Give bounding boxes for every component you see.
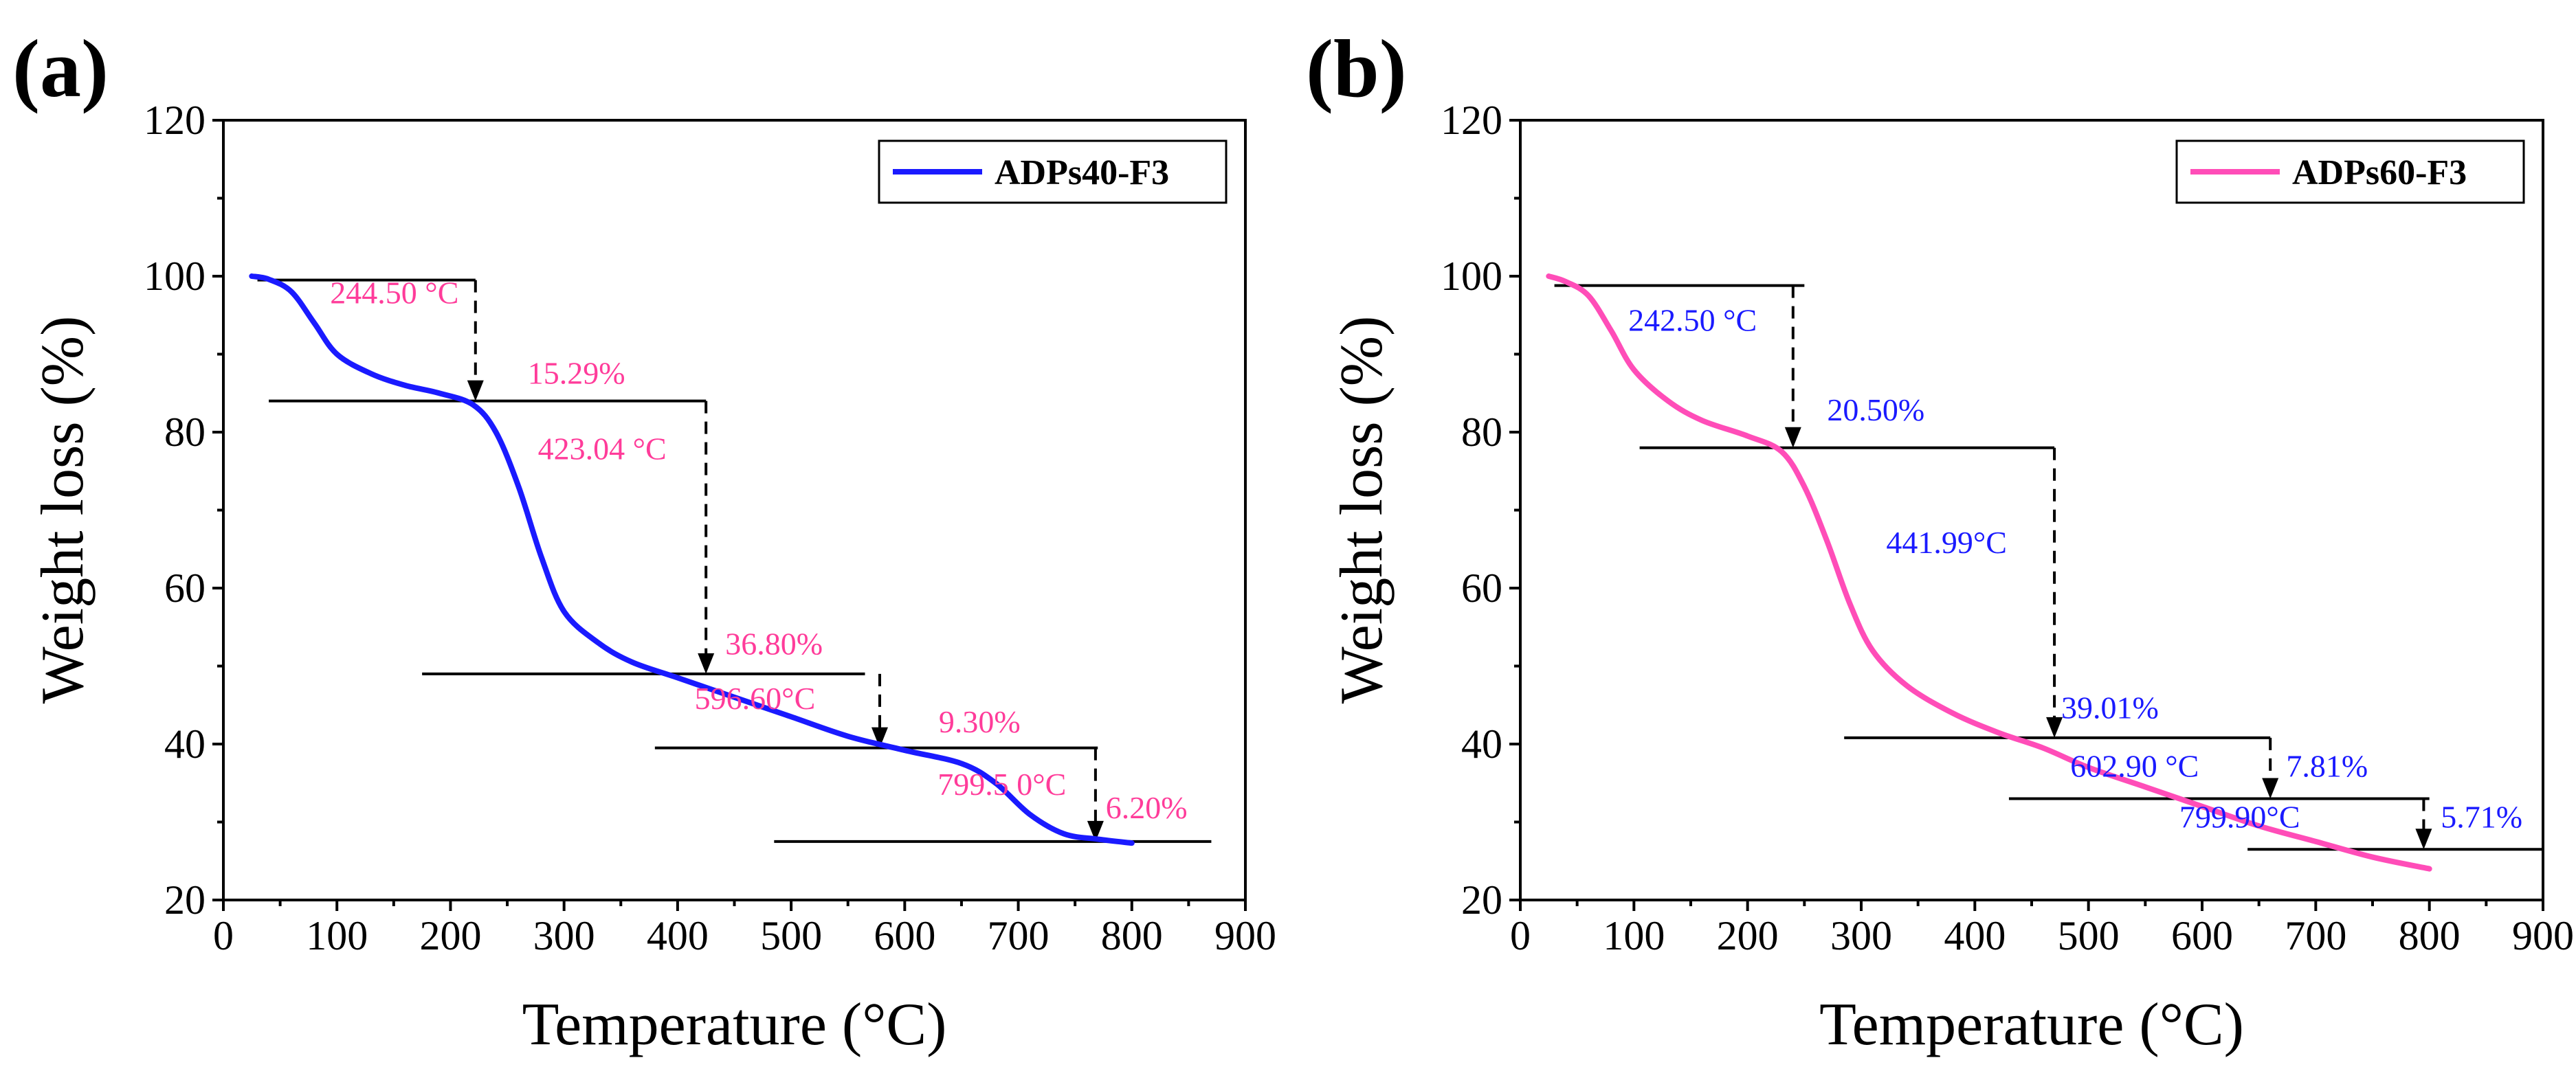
plot-frame: [1519, 119, 2544, 901]
x-tick-label: 100: [1603, 913, 1665, 958]
annotation-label: 242.50 °C: [1628, 302, 1757, 337]
annotation-label: 39.01%: [2061, 690, 2159, 725]
y-tick-label: 100: [144, 254, 206, 299]
x-tick-label: 200: [419, 913, 481, 958]
x-tick-label: 900: [1214, 913, 1276, 958]
annotation-label: 799.5 0°C: [937, 767, 1066, 802]
legend-label: ADPs60-F3: [2292, 153, 2467, 192]
x-tick-label: 600: [874, 913, 935, 958]
chart-panel-b: (b) 0 100 200 300 400 500 600 700 800 900 20 40 60 80 1…: [1306, 23, 2574, 1058]
y-axis-title: Weight loss (%): [1329, 316, 1395, 704]
annotation-label: 5.71%: [2441, 799, 2522, 834]
annotation-label: 596.60°C: [695, 681, 816, 716]
chart-panel-a: (a) 0 100 200 300 400 500 600 700 800 900 20 40 60 80 1…: [12, 23, 1276, 1058]
arrow-down-icon: [1087, 820, 1104, 842]
annotation-label: 799.90°C: [2179, 799, 2300, 834]
y-tick-label: 120: [1441, 98, 1502, 143]
x-tick-label: 600: [2171, 913, 2233, 958]
y-tick-label: 120: [144, 98, 206, 143]
annotation-label: 423.04 °C: [538, 431, 667, 466]
arrow-down-icon: [2046, 717, 2063, 738]
x-axis-title: Temperature (°C): [522, 991, 947, 1058]
annotation-label: 36.80%: [725, 626, 823, 661]
y-tick-label: 60: [1461, 565, 1502, 611]
y-tick-label: 60: [164, 565, 206, 611]
x-tick-label: 300: [533, 913, 595, 958]
y-tick-label: 80: [1461, 409, 1502, 455]
annotation-label: 602.90 °C: [2070, 749, 2199, 784]
arrow-down-icon: [1784, 427, 1801, 448]
x-tick-label: 900: [2512, 913, 2574, 958]
plot-frame: [222, 119, 1247, 901]
x-tick-label: 300: [1830, 913, 1892, 958]
annotation-label: 244.50 °C: [330, 275, 458, 311]
arrow-down-icon: [871, 727, 888, 748]
x-tick-label: 500: [2058, 913, 2120, 958]
series-line: [249, 273, 1135, 846]
y-tick-label: 40: [1461, 721, 1502, 767]
annotation-label: 20.50%: [1827, 392, 1924, 427]
x-tick-label: 500: [760, 913, 822, 958]
annotation-label: 9.30%: [939, 704, 1021, 739]
legend-label: ADPs40-F3: [995, 153, 1169, 192]
x-tick-label: 700: [988, 913, 1050, 958]
y-tick-label: 40: [164, 721, 206, 767]
y-tick-label: 80: [164, 409, 206, 455]
arrow-down-icon: [467, 380, 484, 401]
x-tick-label: 100: [306, 913, 368, 958]
x-tick-label: 800: [1101, 913, 1163, 958]
annotation-label: 441.99°C: [1886, 525, 2007, 560]
y-axis-title: Weight loss (%): [30, 316, 96, 704]
arrow-down-icon: [2262, 778, 2279, 799]
arrow-down-icon: [2415, 829, 2432, 850]
x-tick-label: 400: [647, 913, 709, 958]
panel-label: (a): [12, 23, 109, 114]
x-tick-label: 400: [1944, 913, 2006, 958]
x-tick-label: 0: [1510, 913, 1531, 958]
arrow-down-icon: [698, 653, 715, 674]
y-tick-label: 100: [1441, 254, 1502, 299]
x-tick-label: 200: [1717, 913, 1779, 958]
x-axis-title: Temperature (°C): [1819, 991, 2244, 1058]
x-tick-label: 800: [2399, 913, 2461, 958]
annotation-label: 6.20%: [1106, 790, 1188, 825]
y-tick-label: 20: [164, 877, 206, 923]
panel-label: (b): [1306, 23, 1407, 114]
x-tick-label: 700: [2285, 913, 2346, 958]
annotation-label: 15.29%: [528, 356, 625, 391]
series-line: [1546, 273, 2432, 872]
y-tick-label: 20: [1461, 877, 1502, 923]
annotation-label: 7.81%: [2286, 749, 2368, 784]
x-tick-label: 0: [213, 913, 234, 958]
